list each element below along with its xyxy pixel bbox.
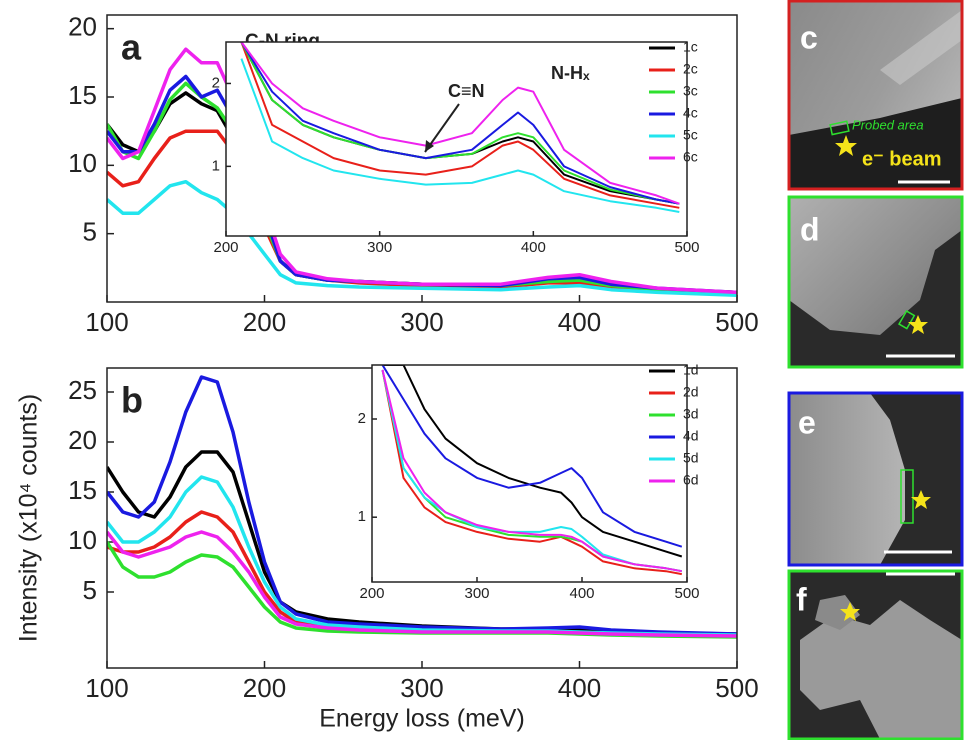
x-tick-label: 100: [85, 307, 128, 337]
probed-box: [900, 469, 914, 524]
bright-feature: [880, 10, 962, 85]
spectrum-line: [107, 375, 737, 636]
spectrum-line: [381, 369, 682, 573]
main-chart: 100 200 300 400 500 5 10 15 20 25 b Energy loss (me…: [68, 367, 759, 733]
spectrum-line: [107, 179, 737, 297]
inset-chart: 200 300 400 500 1 2 C≡N N-Hₓ 1c 2c 3c 4c 5c 6c: [212, 39, 700, 256]
x-tick-label: 500: [715, 307, 758, 337]
x-tick-label: 400: [521, 239, 546, 256]
panel-label: c: [800, 19, 818, 55]
x-tick-label: 500: [674, 239, 699, 256]
vacuum-region: [789, 98, 962, 189]
spectrum-line: [107, 530, 737, 638]
particles: [815, 595, 860, 630]
star: [908, 315, 928, 334]
spectrum-line: [240, 42, 680, 205]
star: [835, 135, 857, 156]
x-tick-label: 400: [558, 673, 601, 703]
spectrum-line: [240, 42, 680, 209]
y-tick-label: 10: [68, 148, 97, 178]
spectrum-line: [381, 369, 682, 576]
x-tick-label: 200: [243, 673, 286, 703]
panel-label: e: [798, 404, 816, 440]
y-tick-label: 10: [68, 525, 97, 555]
legend-label: 6c: [683, 149, 698, 165]
spectrum-line: [240, 42, 680, 205]
spectrum-line: [107, 74, 737, 295]
probed-box: [829, 120, 850, 136]
legend-label: 5d: [683, 450, 699, 466]
particles: [800, 600, 962, 739]
legend-label: 4d: [683, 428, 699, 444]
y-tick-label: 20: [68, 425, 97, 455]
x-tick-label: 500: [674, 585, 699, 602]
x-tick-label: 300: [367, 239, 392, 256]
y-tick-label: 1: [358, 508, 366, 525]
y-tick-label: 20: [68, 12, 97, 42]
image-panel-f: f: [787, 569, 964, 740]
legend-label: 2c: [683, 61, 698, 77]
legend-label: 4c: [683, 105, 698, 121]
star: [840, 602, 860, 621]
axes-frame: [225, 41, 688, 237]
x-tick-label: 200: [359, 585, 384, 602]
legend-label: 6d: [683, 472, 699, 488]
annotation: e⁻ beam: [862, 148, 941, 170]
panel-label: d: [800, 211, 820, 247]
x-tick-label: 500: [715, 673, 758, 703]
arrow-head: [425, 140, 434, 152]
panel-border: [787, 391, 964, 567]
panel-border: [787, 0, 964, 191]
panel-label: f: [796, 581, 807, 617]
legend-label: 1c: [683, 39, 698, 55]
y-tick-label: 15: [68, 475, 97, 505]
spectrum-line: [382, 365, 683, 558]
vacuum-region: [870, 393, 962, 565]
x-tick-label: 200: [213, 239, 238, 256]
y-axis-label: Intensity (x10⁴ counts): [15, 394, 43, 642]
spectrum-line: [381, 365, 683, 548]
y-tick-label: 15: [68, 80, 97, 110]
x-axis-label: Energy loss (meV): [319, 705, 525, 733]
y-tick-label: 2: [212, 74, 220, 91]
legend-label: 2d: [683, 384, 699, 400]
annotation: Probed area: [852, 117, 924, 132]
spectrum-line: [240, 42, 680, 205]
x-tick-label: 400: [569, 585, 594, 602]
y-tick-label: 2: [358, 410, 366, 427]
panel-label: a: [121, 27, 142, 68]
x-tick-label: 300: [400, 673, 443, 703]
x-tick-label: 100: [85, 673, 128, 703]
annotation: C≡N: [448, 81, 485, 101]
legend-label: 1d: [683, 362, 699, 378]
panel-label: b: [121, 380, 143, 421]
y-tick-label: 1: [212, 157, 220, 174]
legend-label: 5c: [683, 127, 698, 143]
y-tick-label: 5: [83, 217, 97, 247]
annotation: N-Hₓ: [551, 63, 590, 83]
image-panel-e: e: [787, 391, 964, 567]
y-tick-label: 25: [68, 375, 97, 405]
image-panel-d: d: [787, 195, 964, 369]
axes-frame: [371, 364, 688, 583]
vacuum-region: [789, 230, 962, 367]
legend-label: 3d: [683, 406, 699, 422]
y-tick-label: 5: [83, 575, 97, 605]
panel-border: [787, 569, 964, 740]
inset-chart: 200 300 400 500 1 2 1d 2d 3d 4d 5d 6d: [358, 362, 700, 602]
x-tick-label: 300: [464, 585, 489, 602]
inset-background: [226, 42, 687, 236]
image-panel-c: c Probed area e⁻ beam: [787, 0, 964, 191]
x-tick-label: 300: [400, 307, 443, 337]
star: [911, 490, 931, 509]
inset-background: [372, 365, 687, 582]
legend-label: 3c: [683, 83, 698, 99]
axes-frame: [106, 14, 738, 303]
x-tick-label: 400: [558, 307, 601, 337]
panel-border: [787, 195, 964, 369]
x-tick-label: 200: [243, 307, 286, 337]
spectrum-line: [240, 58, 680, 213]
